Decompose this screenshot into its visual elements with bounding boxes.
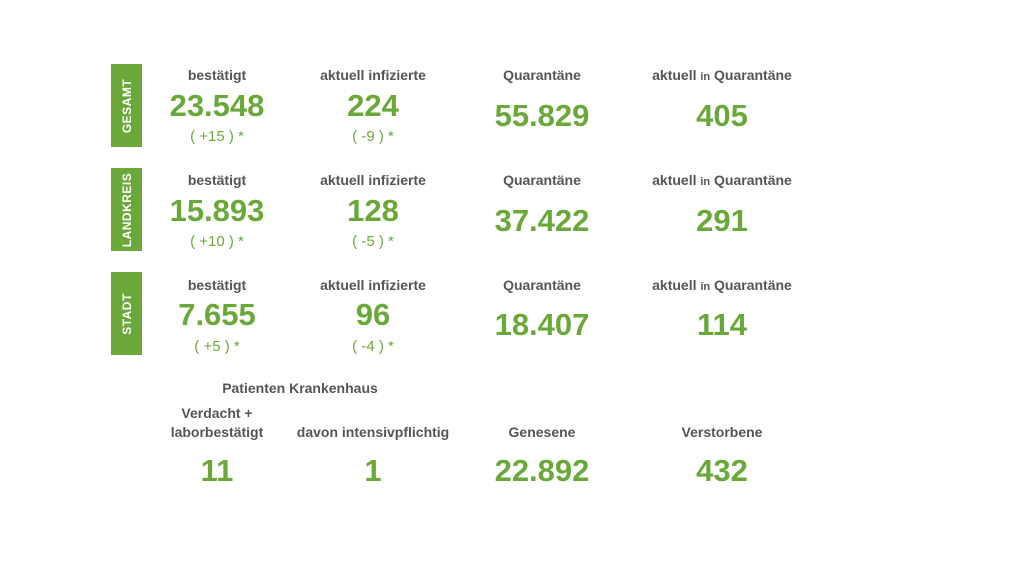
section-tab-label: LANDKREIS [119, 172, 134, 247]
hospital-title: Patienten Krankenhaus [222, 380, 378, 396]
quarantine-label: Quarantäne [503, 277, 581, 293]
section-tab-label: STADT [119, 292, 134, 335]
confirmed-value: 15.893 [169, 193, 265, 228]
suspected-label: Verdacht + laborbestätigt [170, 405, 264, 440]
deceased-label: Verstorbene [681, 424, 763, 440]
active-value: 224 [347, 88, 399, 123]
active-value: 128 [347, 193, 399, 228]
confirmed-change: ( +10 ) * [190, 233, 244, 250]
intensive-value: 1 [364, 453, 382, 488]
section-tab-landkreis: LANDKREIS [111, 168, 142, 251]
quarantine-label: Quarantäne [503, 67, 581, 83]
quarantine-label: Quarantäne [503, 172, 581, 188]
current-quarantine-value: 291 [696, 203, 748, 238]
current-quarantine-label: aktuell in Quarantäne [652, 172, 792, 188]
confirmed-label: bestätigt [187, 67, 247, 83]
current-quarantine-value: 405 [696, 98, 748, 133]
active-change: ( -4 ) * [352, 338, 394, 355]
active-change: ( -5 ) * [352, 233, 394, 250]
section-tab-label: GESAMT [119, 78, 134, 133]
section-tab-stadt: STADT [111, 272, 142, 355]
deceased-value: 432 [696, 453, 748, 488]
quarantine-value: 55.829 [494, 98, 590, 133]
confirmed-label: bestätigt [187, 277, 247, 293]
confirmed-value: 23.548 [169, 88, 265, 123]
confirmed-change: ( +5 ) * [194, 338, 240, 355]
active-change: ( -9 ) * [352, 128, 394, 145]
current-quarantine-value: 114 [696, 307, 747, 342]
suspected-value: 11 [200, 453, 234, 488]
confirmed-change: ( +15 ) * [190, 128, 244, 145]
current-quarantine-label: aktuell in Quarantäne [652, 277, 792, 293]
intensive-label: davon intensivpflichtig [296, 424, 450, 440]
current-quarantine-label: aktuell in Quarantäne [652, 67, 792, 83]
active-label: aktuell infizierte [320, 277, 426, 293]
active-value: 96 [355, 297, 391, 332]
section-tab-gesamt: GESAMT [111, 64, 142, 147]
recovered-label: Genesene [508, 424, 576, 440]
confirmed-label: bestätigt [187, 172, 247, 188]
quarantine-value: 18.407 [494, 307, 590, 342]
confirmed-value: 7.655 [178, 297, 256, 332]
quarantine-value: 37.422 [494, 203, 590, 238]
recovered-value: 22.892 [494, 453, 590, 488]
active-label: aktuell infizierte [320, 67, 426, 83]
active-label: aktuell infizierte [320, 172, 426, 188]
